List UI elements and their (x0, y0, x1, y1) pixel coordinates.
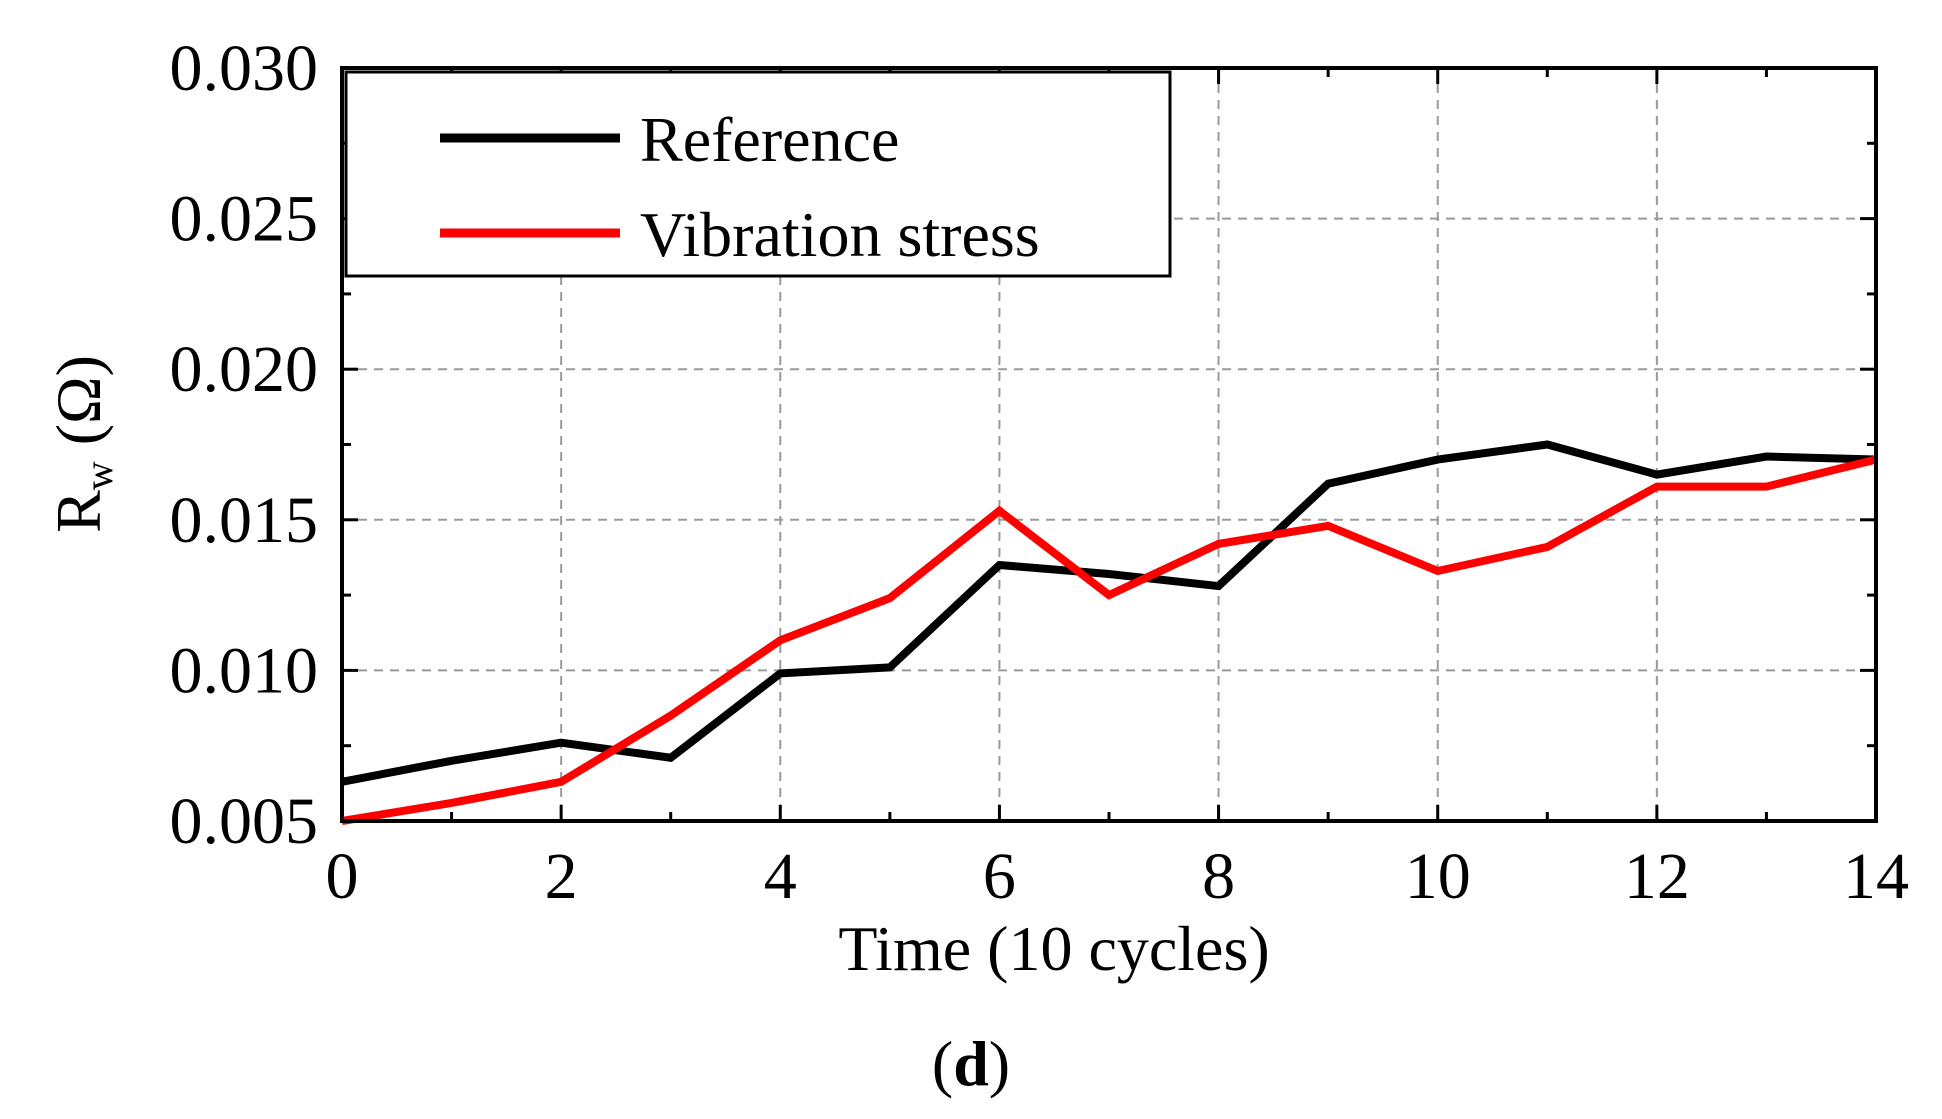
panel-label-close: ) (989, 1028, 1010, 1099)
series-group (341, 440, 1877, 825)
x-tick-labels: 0 2 4 6 8 10 12 14 (326, 840, 1910, 913)
x-tick-label: 12 (1624, 840, 1690, 913)
y-tick-label: 0.005 (170, 785, 319, 858)
legend: Reference Vibration stress (344, 70, 1172, 278)
y-tick-label: 0.015 (170, 484, 319, 557)
x-tick-label: 8 (1202, 840, 1235, 913)
x-tick-label: 6 (983, 840, 1016, 913)
y-axis-title: Rw (Ω) (43, 355, 121, 533)
x-axis-title: Time (10 cycles) (838, 913, 1269, 984)
y-tick-label: 0.020 (170, 333, 319, 406)
panel-label-letter: d (953, 1028, 989, 1099)
grid (342, 68, 1876, 821)
x-tick-label: 10 (1405, 840, 1471, 913)
x-tick-label: 2 (545, 840, 578, 913)
x-tick-label: 14 (1843, 840, 1909, 913)
panel-label-open: ( (932, 1028, 953, 1099)
y-tick-label: 0.030 (170, 32, 319, 105)
y-tick-label: 0.025 (170, 183, 319, 256)
y-axis-title-subscript: w (76, 461, 121, 490)
y-axis-title-unit: (Ω) (43, 355, 114, 461)
legend-label-reference: Reference (640, 104, 899, 175)
series-line-reference (341, 440, 1877, 786)
legend-box (344, 70, 1172, 278)
y-tick-labels: 0.005 0.010 0.015 0.020 0.025 0.030 (170, 32, 319, 858)
panel-label: (d) (932, 1028, 1010, 1099)
series-line-vibration-stress (341, 455, 1877, 825)
y-tick-label: 0.010 (170, 634, 319, 707)
x-tick-label: 4 (764, 840, 797, 913)
legend-label-vibration-stress: Vibration stress (640, 199, 1040, 270)
x-tick-label: 0 (326, 840, 359, 913)
y-axis-title-main: R (43, 490, 114, 533)
